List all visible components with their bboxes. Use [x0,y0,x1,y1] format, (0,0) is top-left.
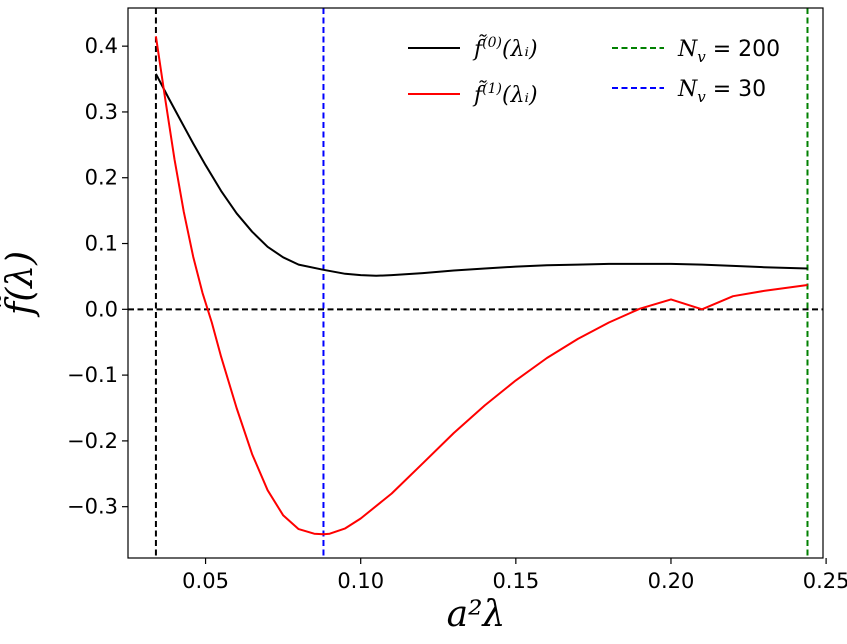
y-tick-label: −0.2 [67,429,118,453]
y-tick-label: 0.0 [85,297,118,321]
legend-label-1: f̃(1)(λᵢ) [472,81,538,108]
plot-area [128,8,823,558]
y-tick-label: −0.1 [67,363,118,387]
y-tick-label: 0.1 [85,232,118,256]
legend-label-3: Nv = 30 [677,77,766,106]
legend: f̃(0)(λᵢ) f̃(1)(λᵢ) Nv = 200 Nv = 30 [408,35,780,108]
series-lines [154,36,808,536]
y-axis: −0.3 −0.2 −0.1 0.0 0.1 0.2 0.3 0.4 [67,34,128,519]
x-tick-label: 0.15 [492,569,539,593]
y-tick-label: −0.3 [67,495,118,519]
x-tick-label: 0.25 [803,569,847,593]
x-tick-label: 0.10 [337,569,384,593]
x-tick-label: 0.20 [648,569,695,593]
y-tick-label: 0.4 [85,34,118,58]
x-axis: 0.05 0.10 0.15 0.20 0.25 [182,558,847,593]
legend-label-2: Nv = 200 [677,37,780,66]
series-line-0 [155,73,808,277]
legend-label-0: f̃(0)(λᵢ) [472,35,538,62]
x-axis-label: a²λ [447,594,506,635]
plot-frame [127,7,824,559]
x-tick-label: 0.05 [182,569,229,593]
reference-lines [128,8,823,558]
y-axis-label: f̃(λ) [0,251,41,318]
series-line-1 [154,36,808,536]
y-tick-label: 0.3 [85,100,118,124]
y-tick-label: 0.2 [85,166,118,190]
